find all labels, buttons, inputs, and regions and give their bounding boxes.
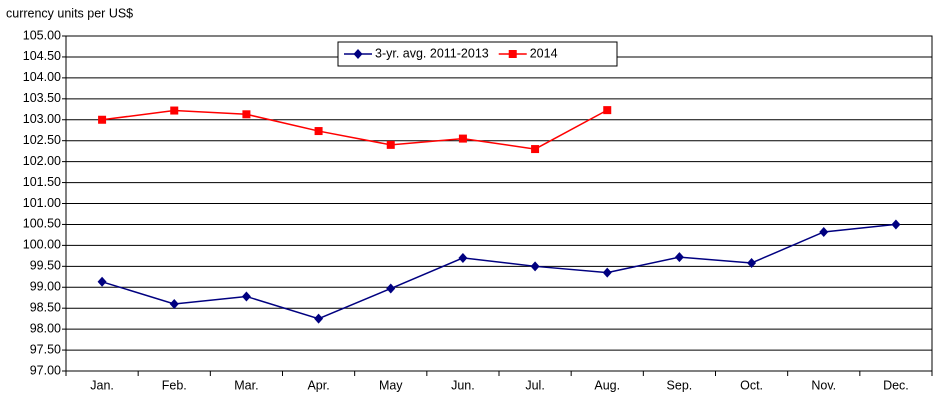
y-tick-label: 104.50 xyxy=(23,49,61,63)
y-tick-label: 102.50 xyxy=(23,133,61,147)
data-point xyxy=(458,252,468,263)
data-point xyxy=(891,219,901,230)
legend-box xyxy=(337,41,618,67)
data-point xyxy=(386,283,396,294)
data-point xyxy=(314,313,324,324)
data-point xyxy=(602,267,612,278)
y-tick-label: 99.50 xyxy=(30,259,61,273)
series-line xyxy=(101,109,608,150)
data-point xyxy=(386,140,395,149)
data-point xyxy=(242,110,251,119)
x-tick-label: Jun. xyxy=(451,378,475,392)
data-point xyxy=(603,106,612,115)
data-point xyxy=(170,106,179,115)
x-tick-label: Jan. xyxy=(90,378,114,392)
x-tick-label: Dec. xyxy=(883,378,909,392)
x-tick-label: Jul. xyxy=(525,378,544,392)
y-tick-label: 102.00 xyxy=(23,154,61,168)
y-tick-label: 103.00 xyxy=(23,112,61,126)
y-axis-title: currency units per US$ xyxy=(6,6,133,20)
y-tick-label: 103.50 xyxy=(23,91,61,105)
data-point xyxy=(747,257,757,268)
y-tick-label: 100.00 xyxy=(23,238,61,252)
data-point xyxy=(530,261,540,272)
y-tick-label: 101.50 xyxy=(23,175,61,189)
y-tick-label: 99.00 xyxy=(30,280,61,294)
x-tick-label: Sep. xyxy=(667,378,693,392)
data-point xyxy=(458,134,467,143)
x-tick-label: Mar. xyxy=(234,378,258,392)
data-point xyxy=(531,145,540,154)
data-point xyxy=(819,226,829,237)
data-point xyxy=(169,299,179,309)
data-point xyxy=(98,115,107,124)
y-tick-label: 97.00 xyxy=(30,363,61,377)
y-tick-label: 104.00 xyxy=(23,70,61,84)
legend-marker xyxy=(508,50,517,58)
y-tick-label: 98.00 xyxy=(30,321,61,335)
legend-label: 2014 xyxy=(530,46,558,60)
data-point xyxy=(674,252,684,263)
x-tick-label: Nov. xyxy=(811,378,836,392)
x-tick-label: May xyxy=(379,378,403,392)
y-tick-label: 100.50 xyxy=(23,217,61,231)
x-tick-label: Oct. xyxy=(740,378,763,392)
y-tick-label: 98.50 xyxy=(30,300,61,314)
data-point xyxy=(97,276,107,287)
series-line xyxy=(101,223,896,320)
data-point xyxy=(241,291,251,302)
data-point xyxy=(314,127,323,136)
x-tick-label: Apr. xyxy=(307,378,329,392)
legend-label: 3-yr. avg. 2011-2013 xyxy=(375,46,489,60)
y-tick-label: 101.00 xyxy=(23,196,61,210)
y-tick-label: 105.00 xyxy=(23,28,61,42)
x-tick-label: Aug. xyxy=(594,378,620,392)
y-tick-label: 97.50 xyxy=(30,342,61,356)
legend-marker xyxy=(353,49,363,59)
x-tick-label: Feb. xyxy=(162,378,187,392)
